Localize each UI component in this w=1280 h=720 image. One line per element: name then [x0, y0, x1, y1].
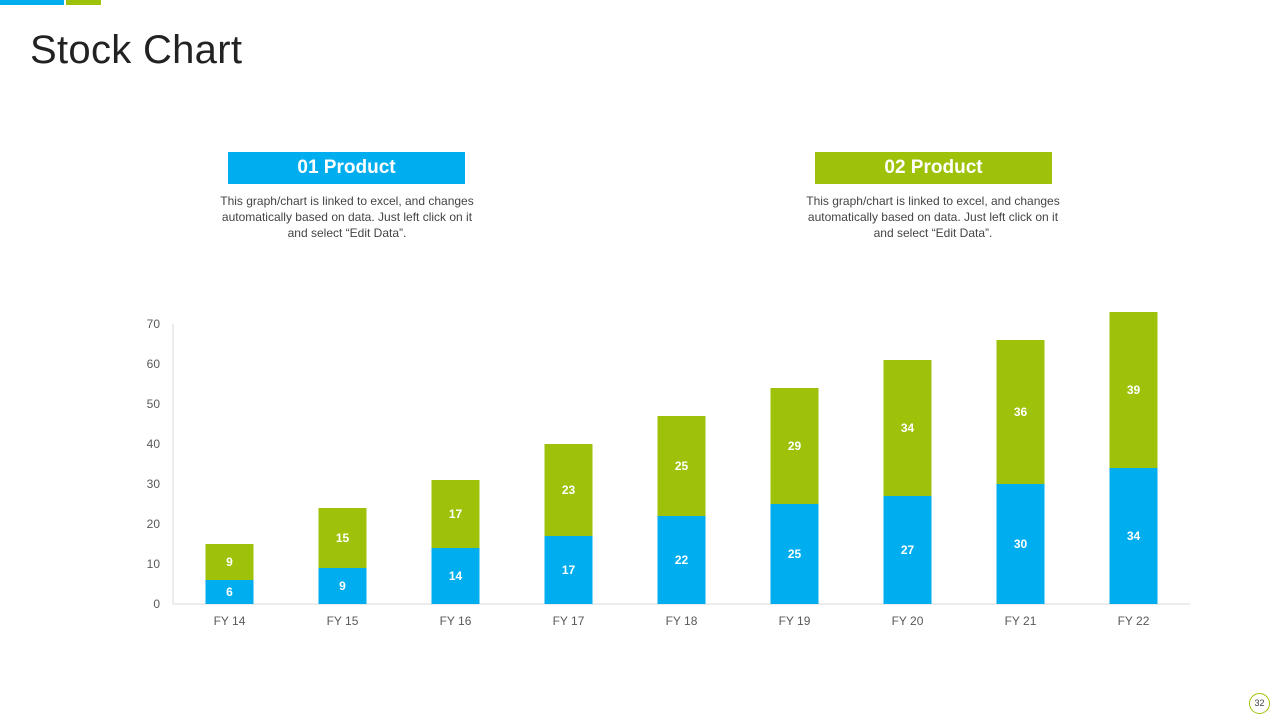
accent-bar-green: [66, 0, 101, 5]
x-tick-label: FY 16: [440, 614, 472, 628]
bar-value-label: 22: [675, 553, 689, 567]
bar-value-label: 34: [901, 421, 915, 435]
x-tick-label: FY 22: [1118, 614, 1150, 628]
bar-value-label: 27: [901, 543, 915, 557]
bar-value-label: 36: [1014, 405, 1028, 419]
bar-value-label: 34: [1127, 529, 1141, 543]
x-tick-label: FY 17: [553, 614, 585, 628]
product-2-label: 02 Product: [815, 152, 1052, 184]
y-tick-label: 60: [147, 357, 161, 371]
bar-series1: [770, 504, 819, 604]
bar-value-label: 23: [562, 483, 576, 497]
bar-series1: [657, 516, 706, 604]
bar-series2: [770, 388, 819, 504]
bar-series2: [883, 360, 932, 496]
accent-bar-blue: [0, 0, 64, 5]
bar-series2: [318, 508, 367, 568]
bar-series2: [657, 416, 706, 516]
slide-title: Stock Chart: [30, 28, 243, 72]
y-tick-label: 40: [147, 437, 161, 451]
bar-series2: [544, 444, 593, 536]
bar-value-label: 29: [788, 439, 802, 453]
bar-series1: [996, 484, 1045, 604]
x-tick-label: FY 21: [1005, 614, 1037, 628]
bar-value-label: 9: [226, 555, 233, 569]
bar-series1: [544, 536, 593, 604]
y-tick-label: 20: [147, 517, 161, 531]
x-tick-label: FY 19: [779, 614, 811, 628]
page-number-badge: 32: [1249, 693, 1270, 714]
bar-value-label: 15: [336, 531, 350, 545]
x-tick-label: FY 14: [214, 614, 246, 628]
bar-series2: [205, 544, 254, 580]
product-1-description: This graph/chart is linked to excel, and…: [220, 194, 474, 240]
y-tick-label: 10: [147, 557, 161, 571]
y-tick-label: 0: [153, 597, 160, 611]
bar-value-label: 25: [788, 547, 802, 561]
y-tick-label: 50: [147, 397, 161, 411]
bar-value-label: 9: [339, 579, 346, 593]
bar-series1: [431, 548, 480, 604]
bar-value-label: 30: [1014, 537, 1028, 551]
bar-value-label: 39: [1127, 383, 1141, 397]
bar-series1: [1109, 468, 1158, 604]
bar-value-label: 17: [562, 563, 576, 577]
y-tick-label: 30: [147, 477, 161, 491]
x-tick-label: FY 18: [666, 614, 698, 628]
x-tick-label: FY 20: [892, 614, 924, 628]
bar-value-label: 25: [675, 459, 689, 473]
bar-series1: [318, 568, 367, 604]
bar-series2: [1109, 312, 1158, 468]
bar-series1: [205, 580, 254, 604]
bar-series2: [431, 480, 480, 548]
y-tick-label: 70: [147, 317, 161, 331]
product-1-label: 01 Product: [228, 152, 465, 184]
bar-value-label: 6: [226, 585, 233, 599]
bar-series2: [996, 340, 1045, 484]
bar-series1: [883, 496, 932, 604]
product-2-description: This graph/chart is linked to excel, and…: [806, 194, 1060, 240]
bar-value-label: 17: [449, 507, 463, 521]
bar-value-label: 14: [449, 569, 463, 583]
x-tick-label: FY 15: [327, 614, 359, 628]
